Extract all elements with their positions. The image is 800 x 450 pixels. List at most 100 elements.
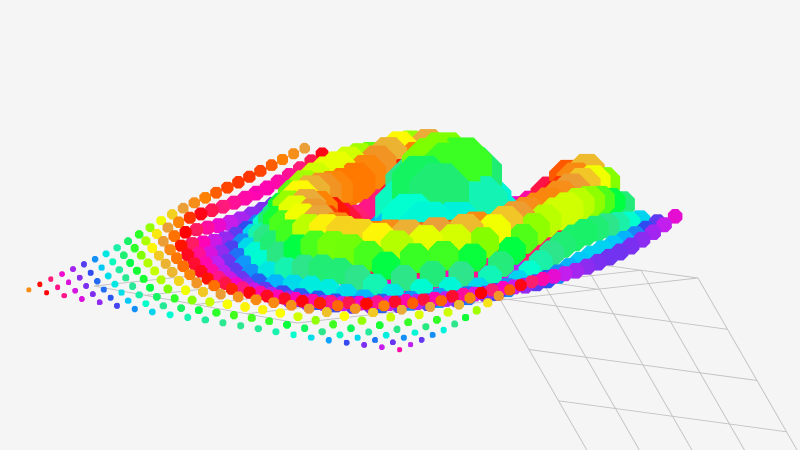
scatter-marker: [378, 300, 390, 312]
scatter-marker: [177, 260, 190, 273]
scatter-marker: [184, 313, 192, 321]
scatter-marker: [422, 322, 430, 331]
scatter-marker: [188, 197, 201, 209]
scatter-marker: [225, 283, 238, 296]
scatter-marker: [432, 315, 441, 324]
scatter-marker: [296, 294, 309, 308]
scatter-marker: [232, 291, 244, 303]
scatter-marker: [254, 164, 267, 178]
scatter-marker: [300, 324, 309, 333]
scatter-marker: [166, 209, 178, 220]
scatter-marker: [210, 186, 223, 199]
scatter-marker: [205, 203, 219, 218]
scatter-marker: [183, 211, 197, 224]
scatter-marker: [276, 153, 289, 166]
scatter-marker: [135, 291, 143, 299]
scatter-marker: [290, 331, 298, 339]
scatter-marker: [525, 275, 539, 289]
scatter-marker: [194, 207, 208, 221]
scatter-marker: [160, 258, 171, 269]
scatter-marker: [283, 320, 291, 329]
scatter-marker: [360, 297, 373, 310]
scatter-marker: [111, 280, 119, 288]
scatter-marker: [70, 266, 76, 273]
grid-line: [528, 349, 758, 381]
scatter-marker: [243, 170, 256, 184]
scatter-marker: [205, 297, 215, 307]
scatter-marker: [472, 306, 481, 315]
scatter-marker: [170, 252, 183, 264]
scatter-marker: [414, 310, 424, 320]
scatter-marker: [170, 294, 179, 303]
scatter-marker: [26, 287, 32, 293]
scatter-marker: [325, 336, 333, 344]
scatter-marker: [454, 299, 464, 310]
scatter-marker: [164, 243, 176, 256]
scatter-marker: [100, 286, 108, 293]
scatter-marker: [126, 258, 135, 267]
scatter-marker: [349, 303, 361, 314]
scatter-marker: [361, 341, 368, 348]
scatter-marker: [156, 275, 166, 285]
scatter-marker: [331, 299, 344, 312]
scatter-marker: [162, 222, 174, 234]
scatter-marker: [198, 286, 209, 297]
scatter-marker: [107, 294, 114, 301]
scatter-marker: [504, 284, 516, 296]
scatter-marker: [299, 142, 310, 154]
scatter-marker: [208, 279, 221, 292]
scatter-marker: [339, 311, 349, 321]
scatter-marker: [343, 339, 350, 346]
scatter-marker: [48, 276, 54, 282]
scatter-marker: [396, 304, 407, 315]
scatter-marker: [329, 320, 338, 329]
scatter-marker: [535, 271, 550, 286]
scatter-marker: [443, 307, 453, 317]
scatter-marker: [240, 302, 250, 312]
scatter-marker: [268, 296, 280, 309]
scatter-marker: [514, 279, 527, 292]
scatter-marker: [157, 235, 169, 247]
scatter-marker: [199, 191, 212, 204]
scatter-marker: [347, 324, 355, 333]
scatter-marker: [400, 334, 408, 341]
scatter-marker: [215, 288, 227, 300]
scatter-marker: [386, 312, 396, 322]
scatter-marker: [98, 264, 106, 271]
scatter-marker: [72, 287, 79, 294]
scatter-marker: [418, 336, 425, 343]
scatter-marker: [425, 301, 436, 312]
scatter-marker: [368, 307, 378, 318]
scatter-marker: [417, 293, 431, 306]
scatter-marker: [221, 181, 234, 194]
scatter-marker: [429, 331, 436, 339]
scatter-marker: [187, 295, 197, 305]
scatter-marker: [287, 148, 300, 160]
scatter-marker: [446, 290, 459, 303]
scatter-marker: [219, 319, 227, 327]
scatter-marker: [184, 268, 196, 281]
scatter-marker: [313, 297, 327, 310]
scatter-marker: [191, 277, 202, 289]
scatter-marker: [411, 329, 419, 336]
scatter-marker: [80, 261, 88, 268]
scatter-marker: [173, 275, 184, 286]
scatter-marker: [83, 282, 90, 290]
scatter-marker: [382, 331, 390, 339]
scatter-marker: [113, 244, 121, 252]
scatter-marker: [222, 299, 233, 310]
scatter-marker: [212, 308, 221, 317]
scatter-marker: [166, 311, 174, 319]
scatter-marker: [174, 239, 188, 252]
scatter-marker: [89, 291, 96, 298]
scatter-marker: [115, 266, 124, 274]
scatter-marker: [119, 251, 128, 260]
scatter-marker: [493, 290, 504, 302]
scatter-marker: [461, 313, 470, 322]
scatter-marker: [194, 306, 203, 315]
scatter-marker: [151, 228, 162, 239]
scatter-marker: [375, 321, 384, 330]
scatter-marker: [215, 199, 231, 214]
scatter-marker: [153, 250, 165, 261]
